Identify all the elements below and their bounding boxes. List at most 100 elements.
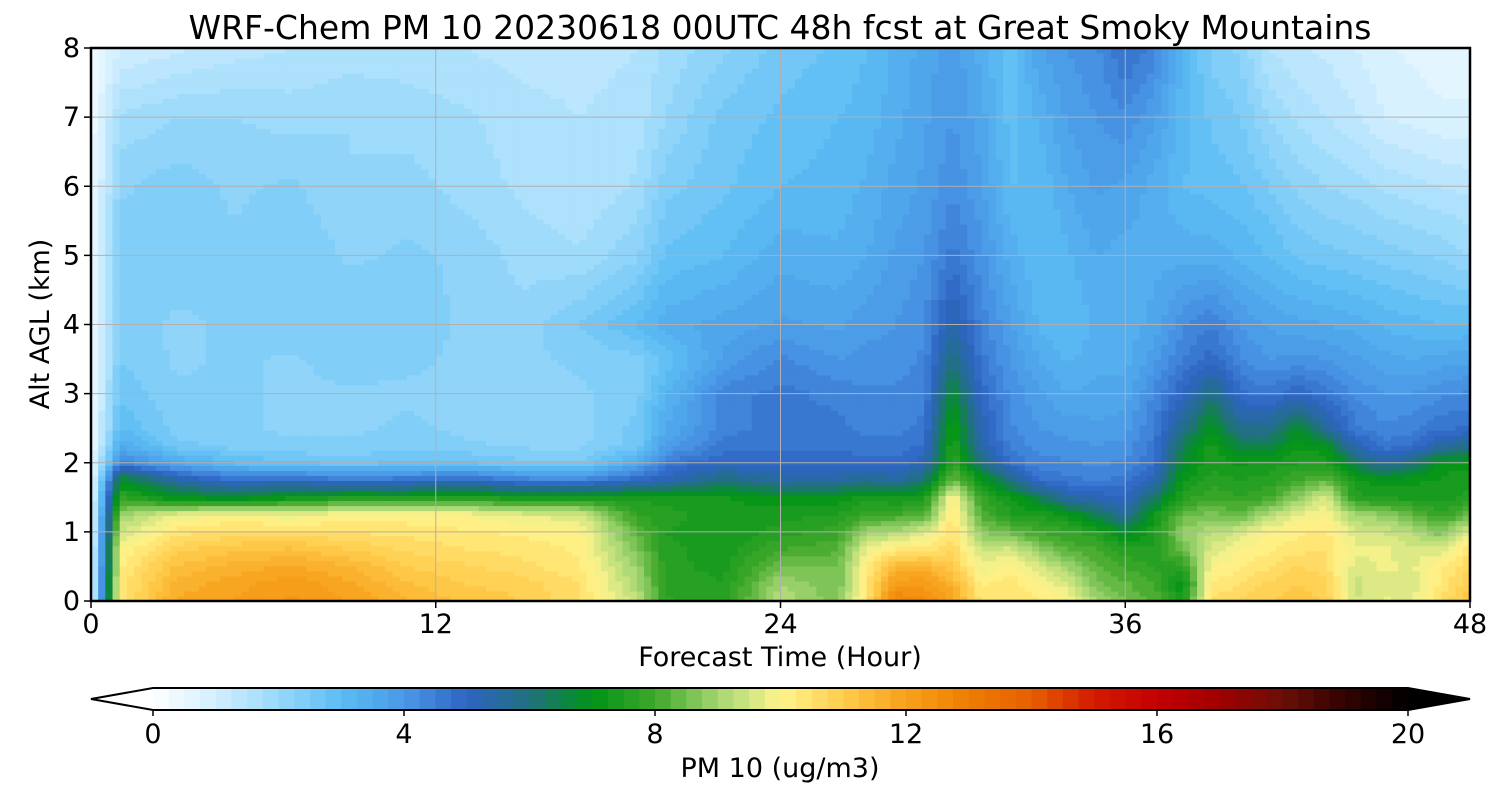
heatmap-cell: [328, 485, 336, 491]
heatmap-cell: [141, 244, 150, 250]
heatmap-cell: [371, 163, 379, 170]
heatmap-cell: [155, 138, 164, 145]
heatmap-cell: [91, 384, 99, 391]
heatmap-cell: [205, 530, 214, 537]
heatmap-cell: [335, 349, 343, 356]
heatmap-cell: [399, 279, 408, 285]
heatmap-cell: [148, 188, 157, 195]
heatmap-cell: [320, 133, 329, 140]
heatmap-cell: [241, 113, 250, 119]
heatmap-cell: [306, 374, 315, 381]
heatmap-cell: [227, 63, 236, 69]
heatmap-cell: [407, 133, 415, 140]
heatmap-cell: [414, 500, 422, 507]
heatmap-cell: [378, 88, 387, 94]
heatmap-cell: [191, 495, 200, 502]
heatmap-cell: [177, 228, 185, 235]
heatmap-cell: [277, 359, 286, 366]
heatmap-cell: [119, 440, 128, 446]
heatmap-cell: [141, 138, 150, 145]
heatmap-cell: [205, 118, 214, 125]
heatmap-cell: [277, 505, 286, 512]
heatmap-cell: [213, 63, 221, 69]
heatmap-cell: [141, 384, 150, 391]
heatmap-cell: [155, 133, 164, 140]
heatmap-cell: [141, 560, 150, 567]
heatmap-cell: [191, 269, 200, 275]
heatmap-cell: [249, 485, 257, 491]
heatmap-cell: [220, 540, 229, 547]
heatmap-cell: [392, 143, 401, 150]
heatmap-cell: [155, 193, 164, 200]
heatmap-cell: [306, 329, 315, 336]
heatmap-cell: [184, 289, 193, 295]
heatmap-cell: [105, 188, 114, 195]
heatmap-cell: [414, 440, 422, 446]
heatmap-cell: [363, 399, 372, 406]
heatmap-cell: [392, 173, 401, 180]
heatmap-cell: [119, 369, 128, 376]
heatmap-cell: [155, 73, 164, 79]
heatmap-cell: [292, 123, 300, 130]
heatmap-cell: [328, 505, 336, 512]
heatmap-cell: [399, 334, 408, 341]
heatmap-cell: [234, 274, 243, 280]
heatmap-cell: [227, 580, 236, 587]
heatmap-cell: [105, 168, 114, 175]
heatmap-cell: [119, 565, 128, 572]
heatmap-cell: [126, 58, 135, 64]
heatmap-cell: [234, 404, 243, 411]
heatmap-cell: [141, 269, 150, 275]
heatmap-cell: [306, 88, 315, 94]
heatmap-cell: [119, 500, 128, 507]
heatmap-cell: [306, 128, 315, 135]
heatmap-cell: [349, 520, 358, 527]
heatmap-cell: [399, 440, 408, 446]
heatmap-cell: [134, 249, 142, 255]
heatmap-cell: [148, 264, 157, 270]
heatmap-cell: [191, 535, 200, 542]
heatmap-cell: [299, 570, 308, 577]
heatmap-cell: [213, 143, 221, 150]
heatmap-cell: [184, 495, 193, 502]
heatmap-cell: [363, 218, 372, 225]
heatmap-cell: [249, 294, 257, 300]
heatmap-cell: [119, 234, 128, 240]
heatmap-cell: [198, 530, 207, 537]
heatmap-cell: [335, 259, 343, 265]
heatmap-cell: [392, 545, 401, 552]
heatmap-cell: [263, 540, 272, 547]
heatmap-cell: [105, 203, 114, 210]
heatmap-cell: [184, 68, 193, 74]
heatmap-cell: [342, 540, 351, 547]
heatmap-cell: [162, 128, 171, 135]
heatmap-cell: [191, 354, 200, 361]
heatmap-cell: [184, 239, 193, 245]
heatmap-cell: [155, 399, 164, 406]
heatmap-cell: [385, 249, 394, 255]
heatmap-cell: [256, 63, 264, 69]
heatmap-cell: [313, 274, 322, 280]
heatmap-cell: [134, 269, 142, 275]
heatmap-cell: [313, 93, 322, 99]
heatmap-cell: [141, 198, 150, 205]
heatmap-cell: [313, 530, 322, 537]
heatmap-cell: [184, 445, 193, 451]
heatmap-cell: [292, 555, 300, 562]
heatmap-cell: [320, 565, 329, 572]
heatmap-cell: [407, 294, 415, 300]
heatmap-cell: [91, 490, 99, 497]
heatmap-cell: [184, 520, 193, 527]
heatmap-cell: [292, 430, 300, 436]
heatmap-cell: [170, 470, 178, 476]
heatmap-cell: [270, 530, 279, 537]
heatmap-cell: [249, 254, 257, 260]
heatmap-cell: [385, 188, 394, 195]
heatmap-cell: [191, 530, 200, 537]
heatmap-cell: [342, 384, 351, 391]
heatmap-cell: [371, 213, 379, 220]
heatmap-cell: [191, 299, 200, 305]
heatmap-cell: [392, 249, 401, 255]
heatmap-cell: [205, 344, 214, 351]
heatmap-cell: [148, 334, 157, 341]
